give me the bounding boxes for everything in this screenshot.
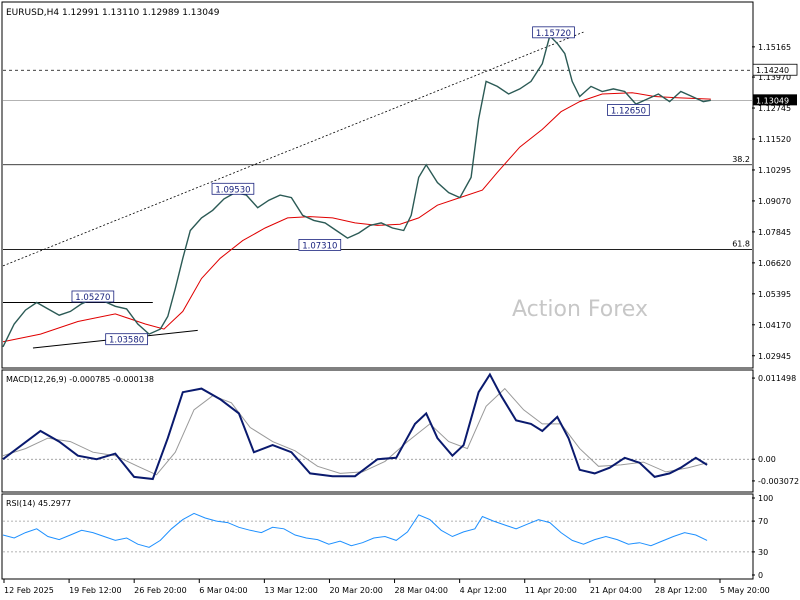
fib-level-label: 38.2 (732, 155, 750, 164)
resistance-level-tag (752, 63, 798, 76)
y-tick-label: 1.02945 (758, 352, 791, 361)
main-panel-border (1, 1, 754, 369)
x-tick-label: 6 Mar 04:00 (199, 586, 247, 595)
price-callout-box (71, 290, 115, 303)
y-tick-label: 1.15165 (758, 43, 791, 52)
fib-trend-line (2, 31, 584, 267)
rsi-label: RSI(14) 45.2977 (6, 499, 71, 508)
price-callout-label: 1.07310 (302, 241, 337, 251)
rsi-panel-border (1, 493, 754, 580)
x-tick-label: 11 Apr 20:00 (525, 586, 577, 595)
y-tick-label: 1.05395 (758, 290, 791, 299)
rsi-panel: 100 70 30 0 RSI(14) 45.2977 (1, 493, 773, 580)
rsi-y-tick-label: 30 (758, 548, 768, 557)
macd-plot: 0.011498 0.00 -0.003072 (2, 372, 799, 486)
macd-y-tick-label: 0.011498 (758, 374, 796, 383)
price-callout-label: 1.09530 (215, 185, 250, 195)
macd-panel-border (1, 369, 754, 493)
resistance-level-label: 1.14240 (756, 66, 789, 75)
macd-label: MACD(12,26,9) -0.000785 -0.000138 (6, 375, 154, 384)
rsi-y-tick-label: 100 (758, 494, 773, 503)
rsi-y-tick-label: 70 (758, 517, 768, 526)
y-tick-label: 1.09070 (758, 197, 791, 206)
x-tick-label: 26 Feb 20:00 (134, 586, 186, 595)
price-callout-box (211, 182, 255, 195)
price-callout-box (105, 333, 148, 346)
x-tick-label: 5 May 20:00 (720, 586, 770, 595)
y-tick-label: 1.11520 (758, 135, 791, 144)
x-axis: 12 Feb 2025 19 Feb 12:00 26 Feb 20:00 6 Mar… (3, 579, 770, 595)
macd-y-tick-label: -0.003072 (758, 477, 799, 486)
main-title: EURUSD,H4 1.12991 1.13110 1.12989 1.1304… (6, 8, 220, 18)
macd-panel: 0.011498 0.00 -0.003072 MACD(12,26,9) -0.0… (1, 369, 799, 493)
y-tick-label: 1.04170 (758, 321, 791, 330)
y-tick-label: 1.10295 (758, 166, 791, 175)
main-panel: Action Forex 1.15165 1.13970 1.12745 1.1152… (1, 1, 798, 369)
x-tick-label: 12 Feb 2025 (4, 586, 54, 595)
y-tick-label: 1.12745 (758, 104, 791, 113)
rsi-line (2, 512, 708, 548)
price-callout-label: 1.15720 (536, 29, 571, 39)
x-tick-label: 4 Apr 12:00 (460, 586, 507, 595)
fib-level-label: 61.8 (732, 239, 750, 248)
price-callout-box (607, 104, 650, 116)
x-tick-label: 13 Mar 12:00 (264, 586, 317, 595)
x-tick-label: 28 Apr 12:00 (655, 586, 707, 595)
x-tick-label: 20 Mar 20:00 (329, 586, 382, 595)
price-callout-box (298, 239, 342, 251)
price-callout-label: 1.05270 (75, 293, 110, 303)
y-tick-label: 1.06620 (758, 259, 791, 268)
price-callout-label: 1.03580 (109, 336, 144, 346)
price-callout-label: 1.12650 (611, 106, 646, 116)
main-watermark: Action Forex (512, 297, 648, 322)
x-tick-label: 19 Feb 12:00 (69, 586, 121, 595)
main-plot: 1.15165 1.13970 1.12745 1.11520 1.10295 1.090… (2, 26, 798, 361)
rsi-y-tick-label: 0 (758, 571, 763, 580)
macd-signal-line (2, 387, 708, 476)
rsi-plot: 100 70 30 0 (2, 494, 773, 580)
price-callout-box (532, 26, 575, 39)
moving-average-line (2, 92, 711, 343)
x-tick-label: 21 Apr 04:00 (590, 586, 642, 595)
y-tick-label: 1.07845 (758, 228, 791, 237)
current-price-tag (753, 94, 797, 106)
y-tick-label: 1.13970 (758, 73, 791, 82)
price-line (2, 34, 711, 348)
x-tick-label: 28 Mar 04:00 (395, 586, 448, 595)
macd-line (2, 372, 708, 481)
current-price-label: 1.13049 (756, 96, 789, 105)
macd-y-tick-label: 0.00 (758, 455, 776, 464)
